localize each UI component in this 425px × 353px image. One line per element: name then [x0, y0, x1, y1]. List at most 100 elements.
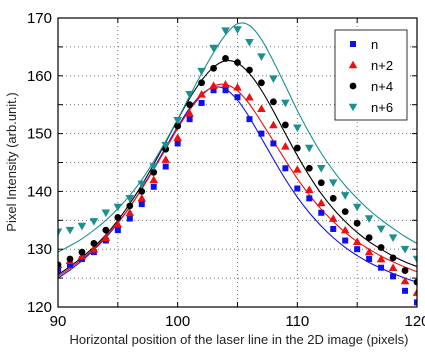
data-point-n — [354, 246, 361, 253]
data-point-n+4 — [365, 234, 373, 242]
data-point-n+4 — [317, 179, 325, 187]
data-point-n — [342, 237, 349, 244]
data-point-n+2 — [125, 208, 135, 217]
data-point-n — [66, 261, 73, 268]
data-point-n+4 — [222, 55, 229, 62]
data-point-n+6 — [58, 228, 63, 237]
data-point-n+2 — [89, 244, 99, 253]
data-point-n+4 — [198, 79, 206, 87]
data-point-n+4 — [150, 168, 158, 176]
data-point-n+6 — [340, 192, 350, 200]
data-point-n+2 — [221, 80, 230, 88]
data-point-n — [114, 227, 121, 234]
data-point-n+2 — [340, 225, 350, 234]
data-point-n+6 — [113, 203, 123, 212]
data-point-n+6 — [125, 195, 135, 203]
data-point-n+4 — [210, 64, 217, 72]
data-point-n+2 — [269, 120, 278, 129]
axes: 90 100 110 120 120 130 140 150 160 170 — [27, 10, 425, 330]
data-point-n+6 — [364, 215, 374, 223]
data-point-n — [306, 195, 313, 202]
data-point-n+2 — [352, 237, 362, 245]
y-tick-label: 170 — [27, 10, 52, 27]
data-point-n — [294, 185, 301, 192]
legend-label: n+6 — [371, 100, 393, 115]
y-tick-label: 130 — [27, 241, 52, 258]
x-tick-label: 120 — [404, 313, 425, 330]
legend-marker-n — [350, 41, 356, 47]
data-point-n+6 — [257, 53, 266, 62]
data-point-n — [234, 94, 241, 101]
data-point-n+6 — [185, 90, 194, 99]
data-point-n — [246, 116, 253, 123]
y-tick-label: 120 — [27, 299, 52, 316]
x-axis-label: Horizontal position of the laser line in… — [70, 332, 409, 347]
data-point-n+4 — [66, 255, 74, 263]
data-point-n+2 — [173, 133, 182, 141]
data-point-n+6 — [137, 180, 147, 189]
data-point-n — [330, 225, 337, 232]
legend-label: n — [371, 37, 378, 52]
data-point-n — [162, 163, 169, 170]
data-point-n+2 — [412, 288, 417, 296]
data-point-n+2 — [161, 155, 170, 163]
data-point-n+6 — [412, 255, 417, 264]
data-point-n — [174, 140, 181, 147]
x-tick-label: 100 — [165, 313, 190, 330]
data-point-n+2 — [245, 92, 254, 101]
data-point-n+4 — [114, 214, 122, 221]
data-point-n+4 — [341, 208, 349, 216]
data-point-n+2 — [305, 185, 314, 193]
data-point-n+4 — [329, 194, 337, 202]
data-point-n+6 — [221, 27, 230, 36]
data-point-n — [366, 256, 373, 263]
data-point-n+4 — [138, 188, 146, 195]
data-point-n+2 — [101, 233, 111, 241]
data-point-n+2 — [328, 214, 338, 222]
data-point-n — [378, 264, 385, 271]
data-point-n+4 — [174, 122, 182, 130]
data-point-n+6 — [77, 222, 87, 231]
legend-marker-n+4 — [349, 82, 357, 90]
data-point-n+2 — [113, 220, 123, 228]
data-point-n — [150, 183, 157, 190]
data-point-n+4 — [186, 101, 194, 109]
data-point-n+4 — [293, 144, 301, 152]
data-point-n+2 — [281, 142, 290, 150]
x-tick-label: 90 — [50, 313, 67, 330]
legend-marker-n+2 — [348, 60, 358, 69]
data-point-n — [402, 287, 409, 294]
data-point-n+4 — [234, 59, 241, 66]
data-point-n+2 — [376, 254, 386, 263]
data-point-n+2 — [293, 165, 302, 173]
y-tick-label: 140 — [27, 183, 52, 200]
data-point-n+6 — [197, 67, 206, 76]
data-point-n+6 — [65, 226, 75, 235]
data-point-n — [222, 87, 229, 94]
data-point-n+6 — [376, 225, 386, 234]
data-point-n — [58, 267, 61, 274]
data-point-n+2 — [77, 251, 87, 260]
data-point-n+6 — [101, 209, 111, 218]
data-point-n — [282, 165, 289, 172]
data-point-n — [138, 201, 145, 208]
data-point-n+4 — [401, 267, 409, 274]
data-point-n+2 — [149, 175, 159, 184]
data-point-n+6 — [305, 144, 314, 153]
data-point-n+4 — [413, 278, 417, 286]
data-point-n+4 — [102, 226, 110, 234]
data-point-n+4 — [246, 66, 253, 74]
data-point-n — [210, 87, 217, 94]
data-point-n+6 — [245, 38, 254, 47]
data-point-n+2 — [388, 263, 398, 271]
data-point-n+6 — [149, 163, 159, 171]
data-point-n — [198, 99, 205, 106]
data-point-n+6 — [400, 245, 410, 254]
data-point-n+6 — [328, 179, 338, 188]
data-point-n+6 — [233, 26, 242, 34]
data-point-n — [390, 273, 397, 280]
data-point-n+2 — [233, 83, 242, 91]
data-point-n+6 — [209, 44, 218, 53]
y-axis-label: Pixel Intensity (arb.unit.) — [4, 92, 19, 231]
data-point-n+2 — [364, 247, 374, 256]
